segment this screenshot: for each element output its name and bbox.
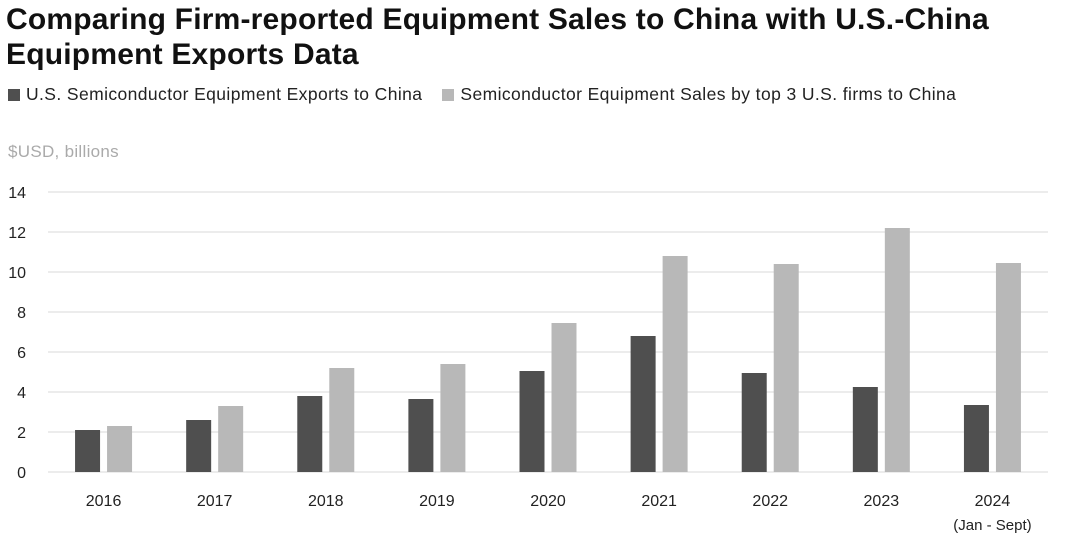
- bar-exports: [630, 336, 656, 472]
- bar-sales: [107, 426, 133, 472]
- bar-sales: [329, 368, 355, 472]
- bar-sales: [884, 228, 910, 472]
- x-tick-label: 2022: [752, 493, 788, 510]
- bar-exports: [852, 387, 878, 472]
- y-tick-label: 0: [17, 465, 26, 482]
- y-tick-label: 8: [17, 305, 26, 322]
- bar-sales: [218, 406, 244, 472]
- legend-item-sales: Semiconductor Equipment Sales by top 3 U…: [442, 84, 956, 105]
- y-tick-label: 14: [8, 185, 26, 202]
- bar-exports: [186, 420, 212, 472]
- y-tick-label: 6: [17, 345, 26, 362]
- legend-item-exports: U.S. Semiconductor Equipment Exports to …: [8, 84, 422, 105]
- y-tick-label: 4: [17, 385, 26, 402]
- x-tick-label: 2016: [86, 493, 122, 510]
- y-axis-unit-label: $USD, billions: [8, 142, 119, 161]
- x-tick-label: 2018: [308, 493, 344, 510]
- x-tick-label: 2021: [641, 493, 677, 510]
- y-tick-label: 10: [8, 265, 26, 282]
- x-tick-label: 2019: [419, 493, 455, 510]
- legend-swatch-sales: [442, 88, 455, 101]
- x-tick-label: 2024: [975, 493, 1011, 510]
- x-tick-note: (Jan - Sept): [953, 517, 1031, 534]
- bar-exports: [297, 396, 323, 472]
- bar-sales: [662, 256, 688, 472]
- chart-title: Comparing Firm-reported Equipment Sales …: [6, 3, 989, 71]
- bar-exports: [519, 371, 545, 472]
- x-tick-label: 2017: [197, 493, 233, 510]
- bar-exports: [963, 405, 989, 472]
- y-tick-label: 12: [8, 225, 26, 242]
- bar-exports: [741, 373, 767, 472]
- bar-sales: [995, 263, 1021, 472]
- bar-sales: [773, 264, 799, 472]
- legend-label-exports: U.S. Semiconductor Equipment Exports to …: [26, 84, 423, 104]
- x-tick-label: 2023: [864, 493, 900, 510]
- bar-exports: [75, 430, 101, 472]
- legend-swatch-exports: [8, 88, 20, 101]
- bar-exports: [408, 399, 434, 472]
- bar-sales: [551, 323, 577, 472]
- legend-label-sales: Semiconductor Equipment Sales by top 3 U…: [460, 84, 957, 104]
- legend: U.S. Semiconductor Equipment Exports to …: [8, 84, 976, 105]
- y-tick-label: 2: [17, 425, 26, 442]
- bar-sales: [440, 364, 466, 472]
- x-tick-label: 2020: [530, 493, 566, 510]
